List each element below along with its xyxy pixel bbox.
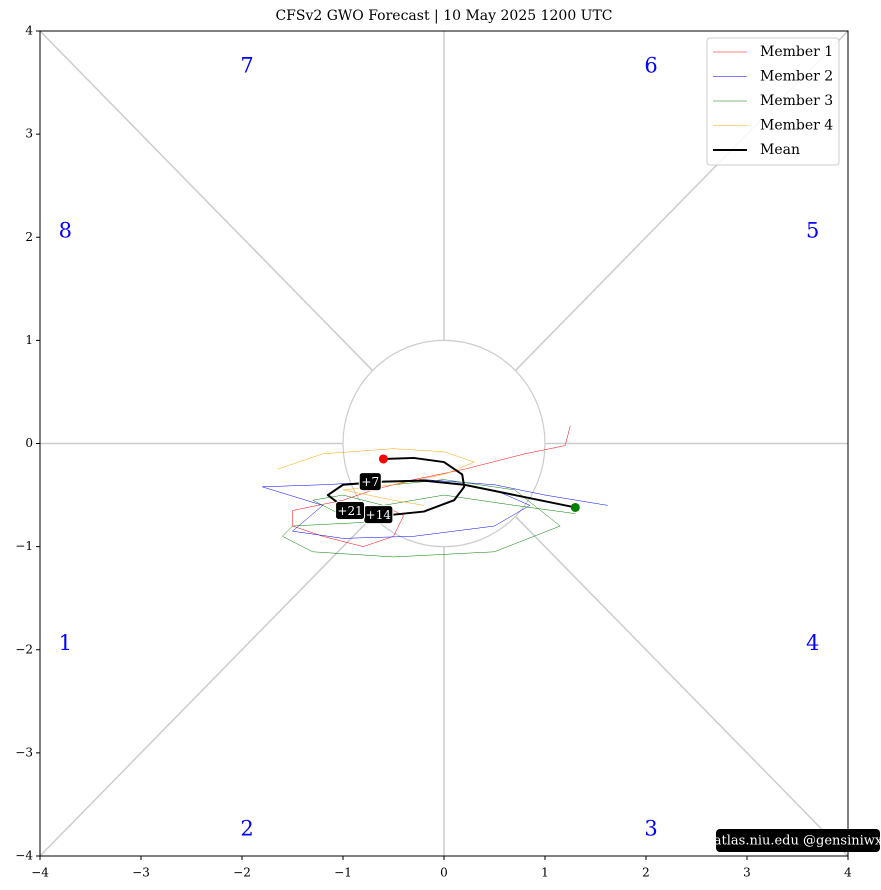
divider — [39, 30, 374, 372]
phase-label: 3 — [644, 817, 657, 841]
annotation: +14 — [366, 508, 392, 522]
legend-label: Member 4 — [760, 118, 833, 134]
x-tick-label: 3 — [743, 866, 751, 880]
annotation: +7 — [361, 475, 379, 489]
y-tick-label: −2 — [15, 642, 33, 656]
legend-label: Member 3 — [760, 93, 833, 109]
watermark-box — [716, 829, 880, 852]
x-tick-label: 4 — [844, 866, 852, 880]
divider — [39, 515, 374, 857]
series-line — [277, 448, 475, 506]
phase-label: 8 — [59, 219, 72, 243]
x-tick-label: −1 — [334, 866, 352, 880]
x-tick-label: −3 — [132, 866, 150, 880]
y-tick-label: 3 — [25, 127, 33, 141]
y-tick-label: 1 — [25, 333, 33, 347]
x-tick-label: −2 — [233, 866, 251, 880]
phase-label: 4 — [806, 631, 819, 655]
divider — [514, 515, 849, 857]
chart-title: CFSv2 GWO Forecast | 10 May 2025 1200 UT… — [275, 8, 612, 24]
phase-label: 7 — [240, 54, 253, 78]
start-point — [378, 454, 388, 464]
y-tick-label: 2 — [25, 230, 33, 244]
y-tick-label: −1 — [15, 539, 33, 553]
phase-label: 6 — [644, 54, 657, 78]
y-tick-label: −4 — [15, 849, 33, 863]
phase-label: 5 — [806, 219, 819, 243]
legend-label: Member 1 — [760, 44, 833, 60]
x-tick-label: 2 — [642, 866, 650, 880]
legend-box — [706, 37, 840, 166]
phase-label: 2 — [240, 817, 253, 841]
phase-label: 1 — [59, 631, 72, 655]
watermark: atlas.niu.edu @gensiniwx — [714, 834, 881, 849]
legend-label: Mean — [760, 142, 800, 158]
x-tick-label: 0 — [440, 866, 448, 880]
y-tick-label: 4 — [25, 24, 33, 38]
x-tick-label: −4 — [31, 866, 49, 880]
series-line — [292, 425, 571, 547]
y-tick-label: −3 — [15, 745, 33, 759]
annotation-box — [358, 472, 382, 492]
series-line — [261, 479, 608, 539]
end-point — [570, 502, 580, 512]
y-tick-label: 0 — [25, 436, 33, 450]
annotation-box — [335, 501, 366, 521]
x-tick-label: 1 — [541, 866, 549, 880]
legend-label: Member 2 — [760, 69, 833, 85]
annotation: +21 — [337, 504, 362, 518]
